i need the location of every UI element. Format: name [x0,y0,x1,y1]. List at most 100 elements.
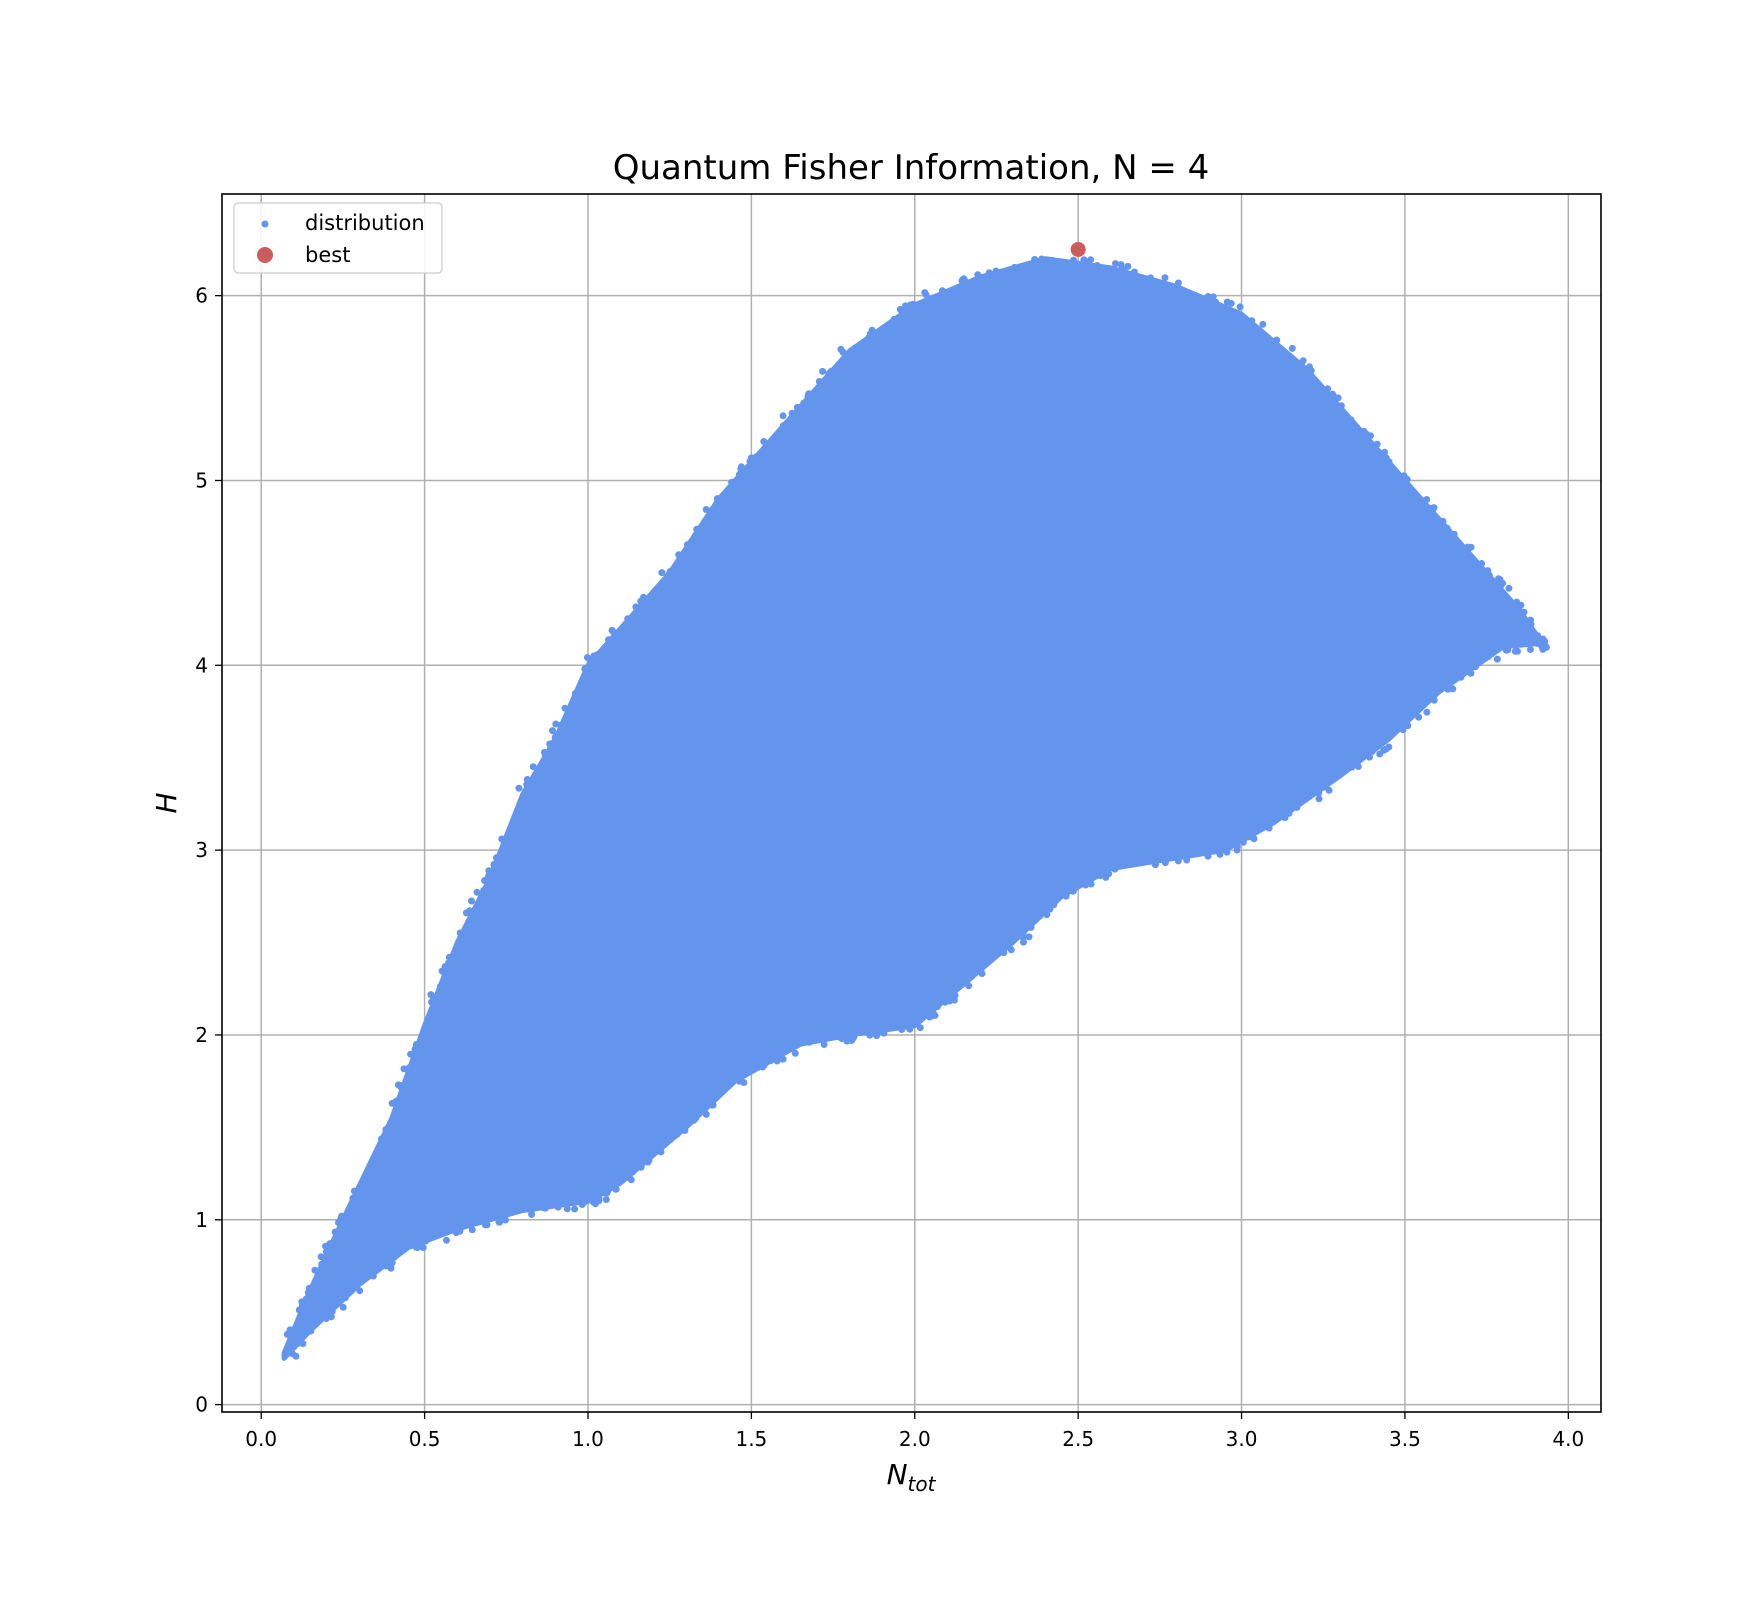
distribution-point [1112,260,1119,268]
distribution-point [827,367,835,375]
distribution-point [1324,393,1332,401]
distribution-point [1121,269,1129,277]
distribution-point [700,1104,708,1112]
distribution-point [839,348,847,356]
distribution-point [1505,639,1512,647]
distribution-point [627,621,635,629]
distribution-point [910,1018,918,1026]
distribution-point [554,1203,562,1211]
distribution-point [896,1020,904,1028]
distribution-point [896,305,904,313]
distribution-point [318,1260,326,1268]
distribution-point [732,478,740,486]
distribution-point [1062,885,1070,893]
distribution-point [341,1294,349,1302]
distribution-point [1258,330,1266,338]
distribution-point [641,600,649,608]
distribution-point [523,776,531,783]
distribution-point [1081,258,1089,266]
distribution-point [468,1226,476,1234]
distribution-point [1111,865,1119,873]
x-tick-label: 0.0 [245,1427,277,1451]
distribution-point [1069,887,1077,895]
distribution-point [824,1034,832,1042]
distribution-point [605,1185,613,1193]
distribution-point [564,719,572,727]
distribution-point [574,1194,582,1201]
distribution-point [1293,803,1301,811]
distribution-point [1367,432,1374,440]
distribution-point [350,1187,358,1195]
distribution-point [295,1321,303,1329]
distribution-point [504,832,512,839]
distribution-point [990,948,998,956]
distribution-point [1380,454,1388,462]
distribution-point [1204,852,1212,860]
y-tick-label: 6 [195,284,208,308]
distribution-point [735,1077,743,1085]
distribution-point [1027,923,1035,931]
distribution-point [1502,646,1510,654]
distribution-point [848,1028,856,1036]
distribution-point [944,291,952,299]
distribution-point [438,1226,446,1234]
distribution-point [1096,872,1104,880]
distribution-point [1423,708,1431,716]
distribution-point [1187,849,1195,857]
distribution-point [762,449,770,457]
distribution-point [436,982,444,990]
distribution-point [498,835,506,843]
distribution-point [857,345,865,353]
distribution-point [1365,749,1373,757]
distribution-point [658,569,666,577]
distribution-point [445,953,453,961]
distribution-point [1352,757,1360,765]
distribution-point [799,405,807,413]
distribution-point [1527,620,1535,628]
distribution-point [445,963,453,971]
distribution-point [595,1197,603,1205]
distribution-point [1485,646,1493,654]
distribution-point [1307,367,1315,375]
distribution-point [339,1303,347,1311]
distribution-point [1324,385,1332,393]
distribution-point [642,1151,650,1159]
distribution-point [843,1037,851,1045]
distribution-point [1394,716,1402,724]
legend-label-best: best [305,243,350,267]
distribution-point [935,992,943,1000]
x-tick-label: 2.0 [899,1427,931,1451]
distribution-point [544,755,552,762]
distribution-point [907,301,915,309]
distribution-point [1287,805,1295,813]
distribution-point [1180,287,1188,295]
distribution-point [657,1148,665,1156]
distribution-point [958,277,966,285]
distribution-point [1380,737,1388,745]
distribution-point [512,1204,520,1212]
distribution-point [571,705,579,713]
distribution-point [602,1196,610,1203]
distribution-point [1000,949,1008,957]
distribution-point [540,748,548,756]
distribution-point [1534,636,1542,644]
distribution-point [526,785,534,793]
distribution-point [623,1172,631,1180]
distribution-point [326,1240,334,1248]
distribution-point [1233,843,1241,851]
distribution-point [1421,695,1429,703]
legend-marker-distribution [261,220,269,228]
distribution-point [1361,429,1369,437]
distribution-point [382,1125,390,1133]
distribution-point [485,872,493,880]
distribution-point [705,517,713,525]
distribution-point [1109,267,1117,275]
distribution-point [1211,306,1219,314]
distribution-point [760,438,768,445]
distribution-point [815,378,823,385]
distribution-point [1025,265,1033,273]
distribution-point [1402,717,1410,725]
legend-box [233,202,443,274]
distribution-point [1016,924,1023,932]
distribution-point [405,1064,413,1072]
